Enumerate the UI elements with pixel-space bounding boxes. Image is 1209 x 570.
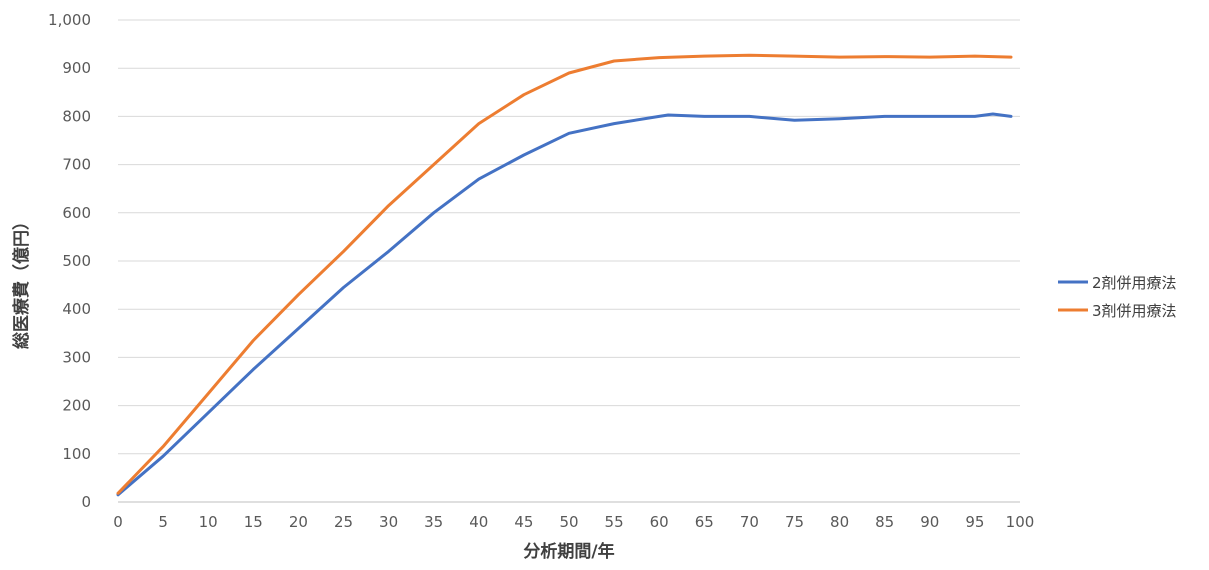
y-tick-label: 800 (62, 107, 91, 125)
y-tick-label: 500 (62, 252, 91, 270)
x-tick-label: 75 (785, 513, 804, 531)
x-tick-label: 15 (244, 513, 263, 531)
y-tick-label: 700 (62, 156, 91, 174)
y-tick-label: 600 (62, 204, 91, 222)
x-axis-ticks: 0 5 10 15 20 25 30 35 40 45 50 55 60 65 70 75 80 85 90 95 10… (113, 513, 1034, 531)
x-tick-label: 50 (559, 513, 578, 531)
gridlines (118, 19, 1020, 455)
legend-label: 3剤併用療法 (1092, 302, 1177, 320)
series-line (116, 112, 1013, 497)
legend: 2剤併用療法 3剤併用療法 (1058, 274, 1177, 320)
x-tick-label: 90 (920, 513, 939, 531)
x-tick-label: 65 (695, 513, 714, 531)
x-tick-label: 25 (334, 513, 353, 531)
x-tick-label: 35 (424, 513, 443, 531)
series-lines (116, 53, 1013, 497)
y-tick-label: 1,000 (48, 11, 91, 29)
x-tick-label: 40 (469, 513, 488, 531)
x-tick-label: 95 (965, 513, 984, 531)
x-tick-label: 20 (289, 513, 308, 531)
x-axis-title: 分析期間/年 (523, 541, 614, 562)
y-tick-label: 0 (81, 493, 91, 511)
x-tick-label: 10 (199, 513, 218, 531)
y-tick-label: 100 (62, 445, 91, 463)
x-tick-label: 85 (875, 513, 894, 531)
y-axis-title: 総医療費（億円） (11, 213, 32, 349)
x-tick-label: 60 (650, 513, 669, 531)
x-tick-label: 0 (113, 513, 123, 531)
series-line (116, 53, 1013, 495)
y-tick-label: 900 (62, 59, 91, 77)
y-tick-label: 400 (62, 300, 91, 318)
y-tick-label: 300 (62, 348, 91, 366)
x-tick-label: 30 (379, 513, 398, 531)
legend-label: 2剤併用療法 (1092, 274, 1177, 292)
y-axis-ticks: 0 100 200 300 400 500 600 700 800 900 1,000 (48, 11, 91, 511)
x-tick-label: 45 (514, 513, 533, 531)
x-tick-label: 70 (740, 513, 759, 531)
x-tick-label: 55 (605, 513, 624, 531)
y-tick-label: 200 (62, 397, 91, 415)
x-tick-label: 5 (158, 513, 168, 531)
x-tick-label: 80 (830, 513, 849, 531)
x-tick-label: 100 (1006, 513, 1035, 531)
